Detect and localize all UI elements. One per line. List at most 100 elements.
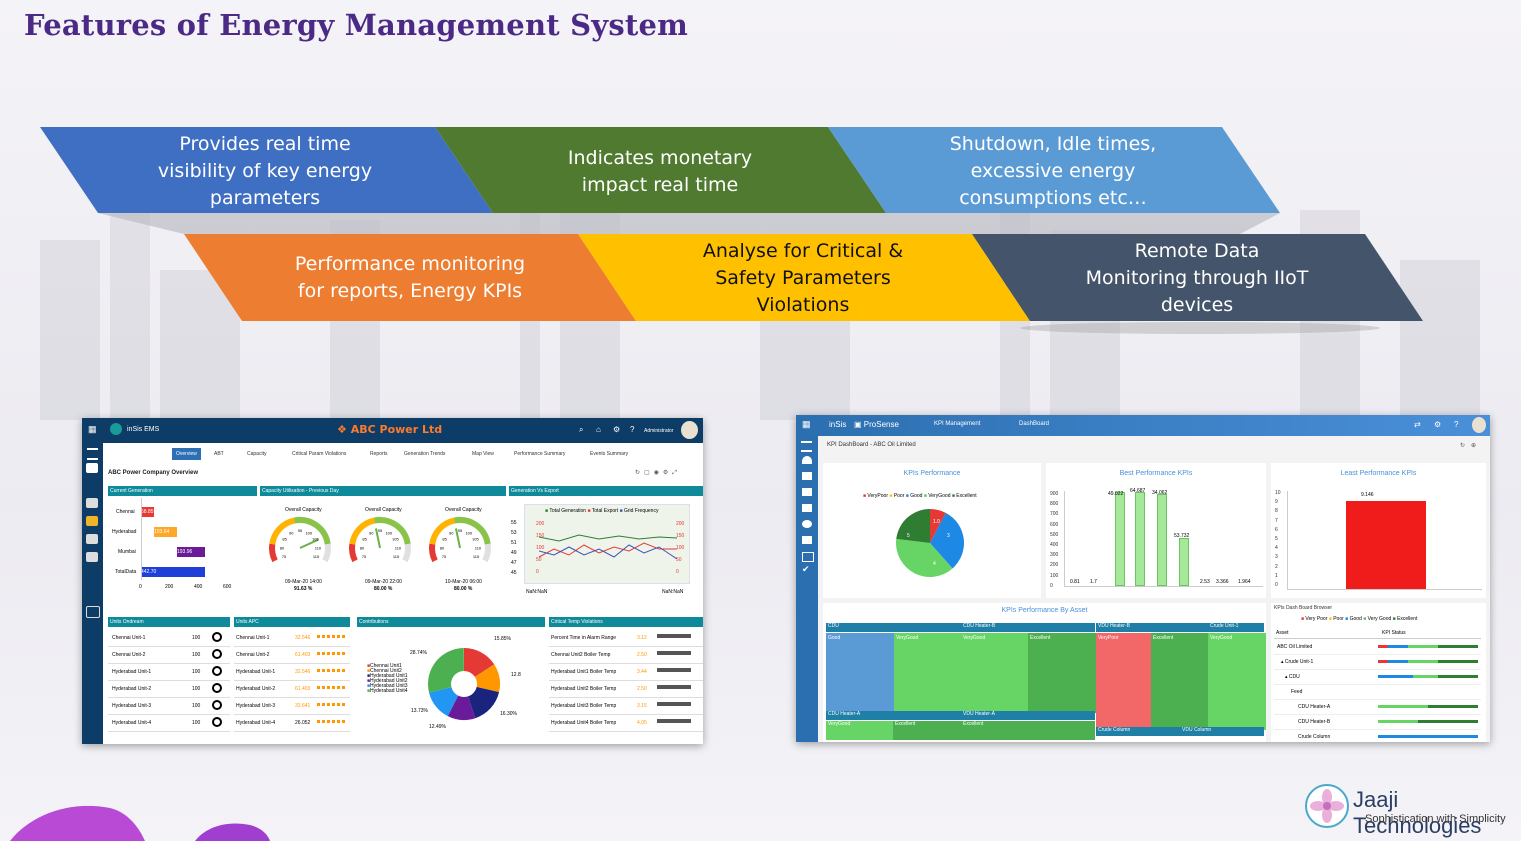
bar-label: 53.732 xyxy=(1174,533,1190,539)
gauge-tick: 95 xyxy=(458,528,463,533)
tree-row[interactable]: ABC Oil Limited xyxy=(1274,640,1481,655)
tree-row[interactable]: CDU Heater-B xyxy=(1274,715,1481,730)
tab-events-summary[interactable]: Events Summary xyxy=(590,451,629,457)
treemap-cell[interactable]: Excellent xyxy=(1151,633,1210,730)
ems-app-name: inSis EMS xyxy=(127,426,160,433)
prosense-dashboard-screenshot: ▦ inSis ▣ ProSense KPI Management DashBo… xyxy=(796,415,1490,742)
treemap-cell[interactable]: VeryPoor xyxy=(1096,633,1154,730)
check-icon[interactable]: ✔ xyxy=(802,564,810,574)
gauge-tick: 95 xyxy=(378,528,383,533)
browser-title: KPIs Dash Board Browser xyxy=(1274,605,1333,611)
share-icon[interactable]: ⇄ xyxy=(1414,420,1421,429)
user-name[interactable]: Administrator xyxy=(644,428,674,434)
toolbar-icons[interactable]: ↻▢◉⚙⤢ xyxy=(635,470,682,476)
gauge-arc xyxy=(429,517,456,545)
prosense-prefix: inSis xyxy=(829,420,847,429)
pie-label: 5 xyxy=(907,533,910,539)
apps-grid-icon[interactable]: ▦ xyxy=(88,424,97,434)
banner-shape-5 xyxy=(578,234,1030,321)
dashboard-icon[interactable] xyxy=(86,463,98,473)
prosense-sidebar: ✔ xyxy=(796,436,818,742)
table-row: Hyderabad Unit-1 32.546 xyxy=(234,664,350,681)
gauge-arc xyxy=(293,517,331,545)
gauge-arc xyxy=(269,543,278,563)
treemap-cell[interactable]: Excellent xyxy=(893,721,962,740)
report-icon[interactable] xyxy=(86,534,98,544)
browser-header-row: Asset KPI Status xyxy=(1274,628,1481,639)
tree-row[interactable]: Feed xyxy=(1274,685,1481,700)
tab-reports[interactable]: Reports xyxy=(370,451,388,457)
gauge-tick: 80 xyxy=(440,545,445,550)
toolbar-icons[interactable]: ↻⊕ xyxy=(1460,443,1483,449)
menu-icon[interactable] xyxy=(801,441,812,452)
widgets-icon[interactable] xyxy=(86,516,98,526)
gen-bar-mumbai: 193.96 xyxy=(177,547,205,557)
gauge-tick: 90 xyxy=(369,530,374,535)
table-row: Hyderabad Unit-2 61.403 xyxy=(234,681,350,698)
kpi-performance-pie xyxy=(896,509,964,577)
help-icon[interactable]: ? xyxy=(1454,420,1459,429)
gen-tick: 0 xyxy=(139,584,142,590)
gen-tick: 400 xyxy=(194,584,203,590)
banner-shape-6 xyxy=(972,234,1423,321)
tree-row[interactable]: Crude Column xyxy=(1274,730,1481,742)
banner-text-5: Analyse for Critical & Safety Parameters V… xyxy=(702,240,904,316)
tree-row[interactable]: ▴ Crude Unit-1 xyxy=(1274,655,1481,670)
calendar-icon[interactable] xyxy=(86,606,100,618)
treemap-cell[interactable]: VeryGood xyxy=(961,633,1031,713)
treemap-cell[interactable]: VeryGood xyxy=(1208,633,1266,730)
bar-label: 1.7 xyxy=(1090,579,1097,585)
treemap-header: CDU Heater-A xyxy=(826,711,962,720)
units-apc-table: Chennai Unit-1 32.546 Chennai Unit-2 61.40… xyxy=(234,630,350,732)
treemap-cell[interactable]: VeryGood xyxy=(894,633,964,713)
treemap-cell[interactable]: Good xyxy=(826,633,897,713)
tab-map-view[interactable]: Map View xyxy=(472,451,494,457)
gen-bar-hyderabad: 103.64 xyxy=(154,527,177,537)
gauge-3-value: 80.00 % xyxy=(454,586,473,592)
monitor-icon[interactable] xyxy=(802,488,812,496)
gauge-1-date: 09-Mar-20 14:00 xyxy=(285,579,322,585)
nav-kpi-management[interactable]: KPI Management xyxy=(934,421,981,427)
tree-row[interactable]: ▴ CDU xyxy=(1274,670,1481,685)
mail-icon[interactable] xyxy=(802,552,814,562)
page-title: Features of Energy Management System xyxy=(24,8,688,42)
gauge-arc xyxy=(429,543,438,563)
tab-abt[interactable]: ABT xyxy=(214,451,224,457)
tab-capacity[interactable]: Capacity xyxy=(247,451,267,457)
avatar[interactable] xyxy=(1472,417,1486,433)
settings-icon[interactable] xyxy=(86,552,98,562)
tab-generation-trends[interactable]: Generation Trends xyxy=(404,451,446,457)
gear-icon[interactable]: ⚙ xyxy=(1434,420,1442,429)
tree-row[interactable]: CDU Heater-A xyxy=(1274,700,1481,715)
tab-overview[interactable]: Overview xyxy=(172,448,201,460)
units-ondream-table: Chennai Unit-1 100 Chennai Unit-2 100 Hyde… xyxy=(108,630,230,732)
treemap-cell[interactable]: VeryGood xyxy=(826,721,894,740)
menu-icon[interactable] xyxy=(87,448,98,460)
gauge-needle xyxy=(374,528,381,549)
bar-label: 9.146 xyxy=(1361,492,1374,498)
apps-grid-icon[interactable]: ▦ xyxy=(802,419,811,429)
kpi-performance-title: KPIs Performance xyxy=(903,470,961,477)
tab-performance-summary[interactable]: Performance Summary xyxy=(514,451,566,457)
treemap-cell[interactable]: Excellent xyxy=(1028,633,1097,713)
gauge-tick: 80 xyxy=(360,545,365,550)
search-icon[interactable]: ⌕ xyxy=(579,425,584,434)
settings-icon[interactable] xyxy=(802,536,812,544)
tag-icon[interactable] xyxy=(86,498,98,508)
chat-icon[interactable] xyxy=(802,520,812,528)
gauge-icon[interactable] xyxy=(802,456,812,464)
treemap-cell[interactable]: Excellent xyxy=(961,721,1095,740)
brand-name: Jaaji Technologies xyxy=(1353,787,1482,838)
help-icon[interactable]: ? xyxy=(630,425,635,434)
building-icon[interactable] xyxy=(802,504,812,512)
home-icon[interactable]: ⌂ xyxy=(596,425,601,434)
avatar[interactable] xyxy=(681,421,698,439)
contrib-label: 12.49% xyxy=(429,724,446,730)
bar-label: 3.366 xyxy=(1216,579,1229,585)
chart-icon[interactable] xyxy=(802,472,812,480)
gen-bar-total: 442.70 xyxy=(141,567,205,577)
current-generation-header: Current Generation xyxy=(108,486,257,496)
nav-dashboard[interactable]: DashBoard xyxy=(1019,421,1050,427)
gear-icon[interactable]: ⚙ xyxy=(613,425,621,434)
tab-critical-param[interactable]: Critical Param Violations xyxy=(292,451,347,457)
